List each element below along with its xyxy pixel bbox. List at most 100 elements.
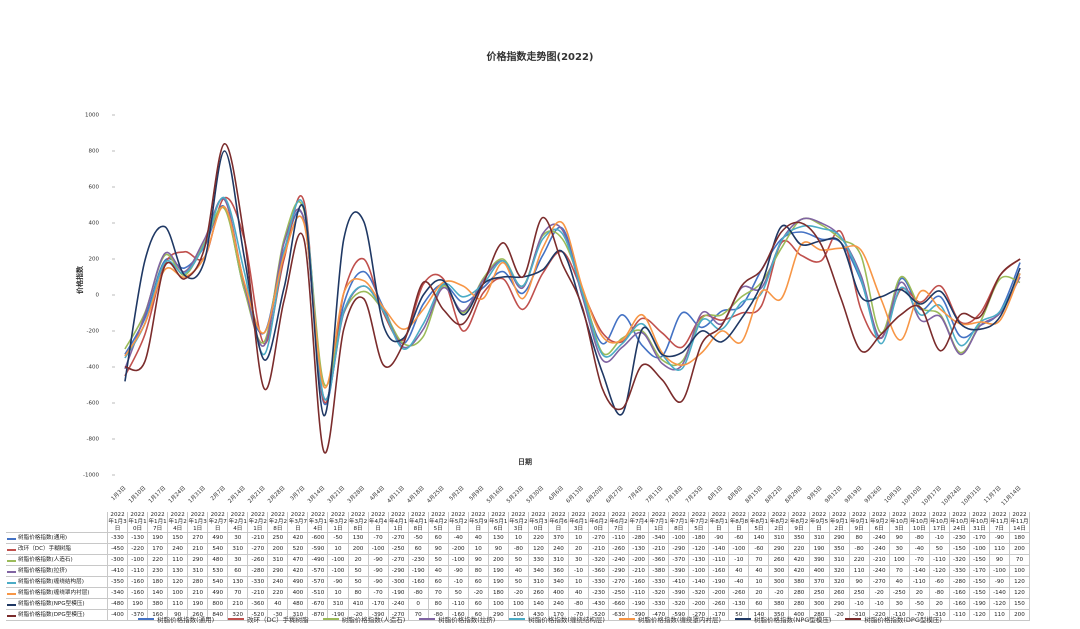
table-cell: -40	[448, 533, 469, 544]
table-cell: 260	[528, 588, 549, 599]
table-header: 2022年8月15日	[749, 512, 770, 533]
table-cell: 310	[188, 566, 209, 577]
table-header: 2022年1月17日	[148, 512, 169, 533]
table-cell: -200	[629, 555, 650, 566]
table-cell: -140	[709, 544, 730, 555]
x-tick-label: 2月7日	[209, 485, 227, 503]
table-cell: -290	[609, 566, 630, 577]
table-cell: 60	[468, 577, 489, 588]
table-cell: 50	[428, 555, 449, 566]
table-cell: 490	[288, 577, 309, 588]
table-swatch	[7, 571, 16, 573]
table-cell: 400	[548, 588, 569, 599]
table-cell: 320	[829, 577, 850, 588]
x-tick-label: 1月3日	[110, 485, 128, 503]
table-cell: -40	[729, 577, 750, 588]
table-cell: -170	[969, 533, 990, 544]
x-tick-label: 7月11日	[644, 485, 664, 505]
table-cell: -80	[408, 588, 429, 599]
x-tick-label: 6月6日	[547, 485, 565, 503]
table-header: 2022年8月29日	[789, 512, 810, 533]
table-cell: 40	[749, 566, 770, 577]
table-cell: 30	[568, 555, 590, 566]
table-swatch	[7, 604, 16, 606]
table-cell: -110	[609, 533, 630, 544]
table-cell: 400	[288, 588, 309, 599]
table-cell: -510	[308, 588, 329, 599]
table-cell: 50	[508, 577, 529, 588]
table-cell: -80	[568, 599, 590, 610]
table-cell: -110	[629, 588, 650, 599]
table-cell: -130	[689, 555, 710, 566]
x-tick-label: 5月2日	[448, 485, 466, 503]
table-cell: 350	[769, 610, 790, 621]
table-header: 2022年1月24日	[168, 512, 189, 533]
table-cell: -210	[248, 533, 269, 544]
table-cell: -600	[308, 533, 329, 544]
legend-item: 树脂价格指数(DPG型模压)	[845, 614, 942, 624]
table-cell: -210	[869, 555, 890, 566]
table-cell: 200	[488, 555, 509, 566]
table-cell: -280	[949, 577, 970, 588]
legend: 树脂价格指数(通用) 改环（DC）手糊树脂 树脂价格指数(人造石) 树脂价格指数(拉挤…	[0, 614, 1080, 624]
table-cell: -320	[689, 588, 710, 599]
table-cell: 320	[228, 610, 249, 621]
series-name: 树脂价格指数(拉挤)	[18, 568, 68, 574]
table-cell: 350	[829, 544, 850, 555]
table-cell: -290	[669, 544, 690, 555]
table-cell: 180	[488, 588, 509, 599]
table-cell: 370	[809, 577, 830, 588]
table-cell: 90	[428, 544, 449, 555]
table-cell: 520	[288, 544, 309, 555]
table-cell: 220	[148, 555, 169, 566]
table-cell: -120	[929, 566, 950, 577]
table-corner	[6, 512, 108, 533]
table-cell: 50	[448, 588, 469, 599]
table-cell: -280	[248, 566, 269, 577]
x-tick-label: 9月19日	[843, 485, 863, 505]
table-cell: -240	[609, 555, 630, 566]
table-cell: 840	[208, 610, 229, 621]
table-header: 2022年5月2日	[448, 512, 469, 533]
table-cell: 540	[208, 544, 229, 555]
table-cell: -90	[989, 577, 1010, 588]
table-header: 2022年6月13日	[568, 512, 590, 533]
table-cell: 230	[148, 566, 169, 577]
table-cell: -80	[849, 544, 870, 555]
table-cell: 80	[849, 533, 870, 544]
table-cell: 10	[508, 533, 529, 544]
table-cell: 10	[328, 544, 349, 555]
table-cell: 0	[408, 599, 429, 610]
table-cell: 340	[548, 577, 569, 588]
table-cell: -260	[248, 555, 269, 566]
table-cell: 100	[889, 555, 910, 566]
table-cell: 240	[548, 544, 569, 555]
x-tick-label: 10月17日	[920, 485, 943, 508]
table-cell: 20	[929, 599, 950, 610]
legend-item: 改环（DC）手糊树脂	[228, 614, 309, 624]
x-tick-label: 1月10日	[127, 485, 147, 505]
legend-item: 树脂价格指数(拉挤)	[419, 614, 495, 624]
table-cell: -360	[589, 566, 610, 577]
table-header: 2022年10月31日	[969, 512, 990, 533]
table-cell: -290	[388, 566, 409, 577]
table-cell: 110	[168, 599, 189, 610]
table-header: 2022年11月7日	[989, 512, 1010, 533]
x-tick-label: 10月10日	[900, 485, 923, 508]
x-tick-label: 3月14日	[306, 485, 326, 505]
table-cell: -80	[909, 533, 930, 544]
table-cell: 220	[849, 555, 870, 566]
table-row-label: 树脂价格指数(人造石)	[6, 555, 108, 566]
table-cell: -340	[649, 533, 670, 544]
x-tick-label: 8月22日	[764, 485, 784, 505]
table-cell: 370	[548, 533, 569, 544]
table-cell: 210	[188, 544, 209, 555]
table-cell: 40	[268, 599, 289, 610]
table-cell: 490	[208, 533, 229, 544]
table-cell: -110	[929, 555, 950, 566]
table-cell: 350	[789, 533, 810, 544]
legend-item: 树脂价格指数(缠绕结构层)	[509, 614, 605, 624]
table-cell: -150	[969, 588, 990, 599]
table-cell: -30	[268, 610, 289, 621]
